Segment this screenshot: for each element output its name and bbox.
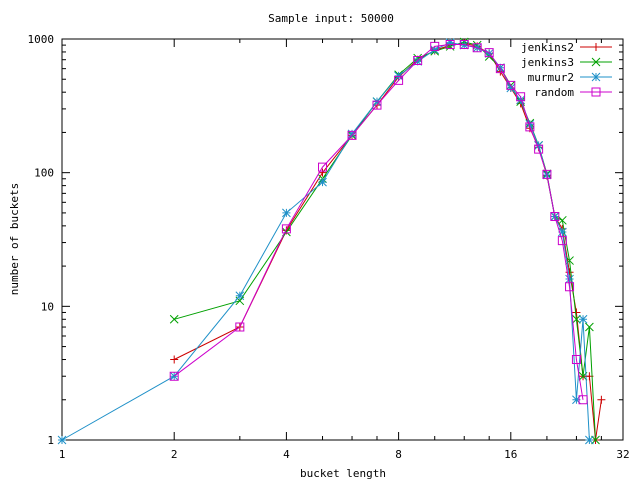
data-point-random [578,395,588,405]
plot-frame [61,38,624,441]
data-point-random [413,56,423,66]
data-point-murmur2 [565,274,574,284]
data-point-random [169,371,179,381]
legend-marker-jenkins3 [591,57,601,67]
data-point-murmur2 [430,45,440,55]
data-point-random [235,322,245,332]
data-point-murmur2 [57,435,67,445]
data-point-murmur2 [235,291,245,301]
legend-marker-random [591,87,601,97]
x-tick-label: 32 [616,448,629,461]
legend-label-jenkins3: jenkins3 [521,56,574,69]
legend-label-random: random [534,86,574,99]
legend-marker-jenkins2 [592,43,600,51]
y-tick-label: 100 [34,167,54,180]
data-point-random [550,211,560,221]
data-point-jenkins3 [169,314,179,324]
data-point-random [372,100,382,110]
data-point-murmur2 [459,40,469,50]
data-point-murmur2 [516,95,525,105]
data-point-random [459,39,469,49]
data-point-murmur2 [525,119,535,129]
data-point-murmur2 [347,129,357,139]
data-point-jenkins2 [572,308,581,317]
data-point-random [394,75,404,85]
data-point-random [525,122,535,132]
data-point-murmur2 [282,208,291,218]
data-point-random [516,92,526,102]
data-point-random [430,41,440,51]
legend: jenkins2 jenkins3 murmur2 random [521,41,612,99]
data-point-random [347,130,357,140]
data-point-murmur2 [445,38,455,47]
data-point-random [557,236,567,246]
x-tick-label: 4 [283,448,290,461]
axes: 1 2 4 8 16 32 1 10 100 1000 [28,33,630,461]
data-point-murmur2 [557,227,567,237]
data-point-jenkins3 [572,314,581,324]
data-point-random [318,162,328,172]
data-point-murmur2 [585,435,594,445]
data-point-murmur2 [413,57,423,66]
data-point-murmur2 [169,371,179,381]
data-point-murmur2 [572,395,581,405]
y-tick-label: 10 [41,300,54,313]
y-tick-label: 1 [47,434,54,447]
legend-label-murmur2: murmur2 [528,71,574,84]
data-point-random [495,64,505,74]
x-tick-label: 1 [59,448,66,461]
data-point-random [445,39,455,49]
x-tick-label: 16 [504,448,517,461]
data-point-random [506,80,516,90]
data-point-jenkins3 [591,435,600,445]
data-point-murmur2 [394,71,403,81]
data-point-jenkins3 [585,322,594,332]
data-point-random [542,169,552,179]
data-point-murmur2 [495,63,505,73]
x-tick-label: 8 [395,448,402,461]
data-point-jenkins2 [597,395,606,404]
data-point-jenkins2 [170,355,179,364]
legend-marker-murmur2 [591,72,601,82]
series-layer [57,37,606,445]
chart-title: Sample input: 50000 [268,12,394,25]
legend-label-jenkins2: jenkins2 [521,41,574,54]
x-tick-label: 2 [171,448,178,461]
data-point-murmur2 [506,83,516,93]
data-point-jenkins2 [318,168,327,177]
data-point-random [571,355,581,365]
data-point-random [472,43,482,53]
data-point-jenkins3 [557,215,567,225]
y-axis-label: number of buckets [8,183,21,296]
data-point-murmur2 [578,314,588,324]
data-point-random [484,48,494,58]
data-point-random [281,224,291,234]
x-axis-label: bucket length [300,467,386,480]
y-tick-label: 1000 [28,33,55,46]
series-random [169,39,588,405]
data-point-random [534,144,544,154]
data-point-murmur2 [318,177,327,187]
data-point-random [565,282,575,292]
